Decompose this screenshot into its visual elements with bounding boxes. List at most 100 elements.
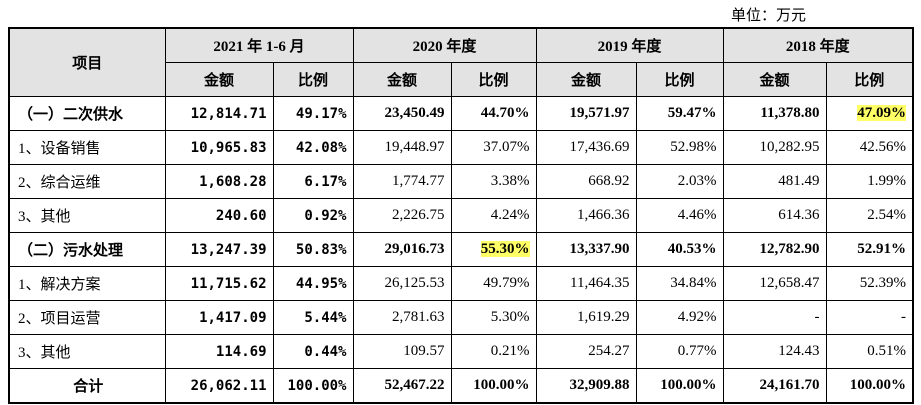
cell: 12,782.90 [722, 232, 827, 267]
cell: 1,619.29 [535, 300, 637, 335]
row-label: 2、综合运维 [8, 164, 166, 199]
cell: 12,814.71 [164, 96, 274, 131]
header-cell: 项目 [8, 27, 166, 97]
table-body: （一）二次供水 12,814.71 49.17% 23,450.49 44.70% 19,… [8, 96, 914, 404]
cell: - [825, 300, 914, 335]
cell: 26,125.53 [352, 266, 452, 301]
header-cell: 比例 [635, 62, 724, 97]
cell: 24,161.70 [722, 368, 827, 404]
header-cell: 2021 年 1-6 月 [164, 27, 354, 63]
cell: 0.44% [272, 334, 354, 369]
header-row: 金额 比例 金额 比例 金额 比例 金额 比例 [9, 62, 914, 97]
header-cell: 金额 [164, 62, 274, 97]
cell: 55.30% [450, 232, 537, 267]
cell: 1,417.09 [164, 300, 274, 335]
header-cell: 比例 [450, 62, 537, 97]
cell: 4.46% [635, 198, 724, 233]
cell: 124.43 [722, 334, 827, 369]
cell: 100.00% [272, 368, 354, 404]
cell: 254.27 [535, 334, 637, 369]
cell: 5.30% [450, 300, 537, 335]
row-label: 2、项目运营 [8, 300, 166, 335]
cell: 40.53% [635, 232, 724, 267]
header-cell: 金额 [352, 62, 452, 97]
table-row: 1、解决方案 11,715.62 44.95% 26,125.53 49.79% 11,4… [8, 266, 914, 301]
cell: 5.44% [272, 300, 354, 335]
cell: 32,909.88 [535, 368, 637, 404]
row-label: 1、设备销售 [8, 130, 166, 165]
cell: 42.08% [272, 130, 354, 165]
cell: 52.91% [825, 232, 914, 267]
header-cell: 2019 年度 [535, 27, 724, 63]
cell: 0.21% [450, 334, 537, 369]
cell: 29,016.73 [352, 232, 452, 267]
row-label: 1、解决方案 [8, 266, 166, 301]
unit-label: 单位：万元 [730, 8, 806, 24]
table-row: 合计 26,062.11 100.00% 52,467.22 100.00% 32,909… [8, 368, 914, 404]
cell: 44.70% [450, 96, 537, 131]
cell: 49.17% [272, 96, 354, 131]
cell: 0.77% [635, 334, 724, 369]
cell: 42.56% [825, 130, 914, 165]
cell: 0.51% [825, 334, 914, 369]
cell: 114.69 [164, 334, 274, 369]
cell: 34.84% [635, 266, 724, 301]
cell: 4.92% [635, 300, 724, 335]
row-label: （一）二次供水 [8, 96, 166, 131]
cell: 100.00% [635, 368, 724, 404]
table-row: 2、综合运维 1,608.28 6.17% 1,774.77 3.38% 668.92 2.… [8, 164, 914, 199]
cell: 52.39% [825, 266, 914, 301]
table-row: 3、其他 240.60 0.92% 2,226.75 4.24% 1,466.36 4.46… [8, 198, 914, 233]
cell: 17,436.69 [535, 130, 637, 165]
cell: 481.49 [722, 164, 827, 199]
header-cell: 比例 [272, 62, 354, 97]
highlighted-value: 55.30% [480, 241, 530, 257]
cell: 11,464.35 [535, 266, 637, 301]
cell: 13,337.90 [535, 232, 637, 267]
cell: 4.24% [450, 198, 537, 233]
cell: 1,608.28 [164, 164, 274, 199]
cell: 47.09% [825, 96, 914, 131]
cell: 11,378.80 [722, 96, 827, 131]
header-cell: 2020 年度 [352, 27, 537, 63]
cell: 2,781.63 [352, 300, 452, 335]
cell: 668.92 [535, 164, 637, 199]
table-row: 3、其他 114.69 0.44% 109.57 0.21% 254.27 0.77% 124… [8, 334, 914, 369]
row-label: （二）污水处理 [8, 232, 166, 267]
cell: 52,467.22 [352, 368, 452, 404]
row-label: 合计 [8, 368, 166, 404]
highlighted-value: 47.09% [857, 105, 906, 121]
cell: 109.57 [352, 334, 452, 369]
cell: 59.47% [635, 96, 724, 131]
cell: 19,571.97 [535, 96, 637, 131]
table-row: 2、项目运营 1,417.09 5.44% 2,781.63 5.30% 1,619.29… [8, 300, 914, 335]
table-header: 项目 2021 年 1-6 月 2020 年度 2019 年度 2018 年度 金额比… [8, 27, 914, 97]
cell: 23,450.49 [352, 96, 452, 131]
revenue-table: 项目 2021 年 1-6 月 2020 年度 2019 年度 2018 年度 金额比… [8, 27, 914, 404]
cell: 0.92% [272, 198, 354, 233]
cell: 19,448.97 [352, 130, 452, 165]
cell: 12,658.47 [722, 266, 827, 301]
cell: 2.54% [825, 198, 914, 233]
cell: 3.38% [450, 164, 537, 199]
cell: 11,715.62 [164, 266, 274, 301]
cell: 52.98% [635, 130, 724, 165]
cell: 37.07% [450, 130, 537, 165]
cell: 49.79% [450, 266, 537, 301]
cell: 6.17% [272, 164, 354, 199]
cell: 1.99% [825, 164, 914, 199]
header-row: 项目 2021 年 1-6 月 2020 年度 2019 年度 2018 年度 [8, 27, 914, 97]
cell: 614.36 [722, 198, 827, 233]
table-row: （一）二次供水 12,814.71 49.17% 23,450.49 44.70% 19,… [8, 96, 914, 131]
cell: 50.83% [272, 232, 354, 267]
cell: 10,965.83 [164, 130, 274, 165]
table-row: （二）污水处理 13,247.39 50.83% 29,016.73 55.30% 13,… [8, 232, 914, 267]
cell: 44.95% [272, 266, 354, 301]
cell: - [722, 300, 827, 335]
cell: 10,282.95 [722, 130, 827, 165]
cell: 100.00% [825, 368, 914, 404]
cell: 26,062.11 [164, 368, 274, 404]
table-row: 1、设备销售 10,965.83 42.08% 19,448.97 37.07% 17,4… [8, 130, 914, 165]
cell: 1,466.36 [535, 198, 637, 233]
